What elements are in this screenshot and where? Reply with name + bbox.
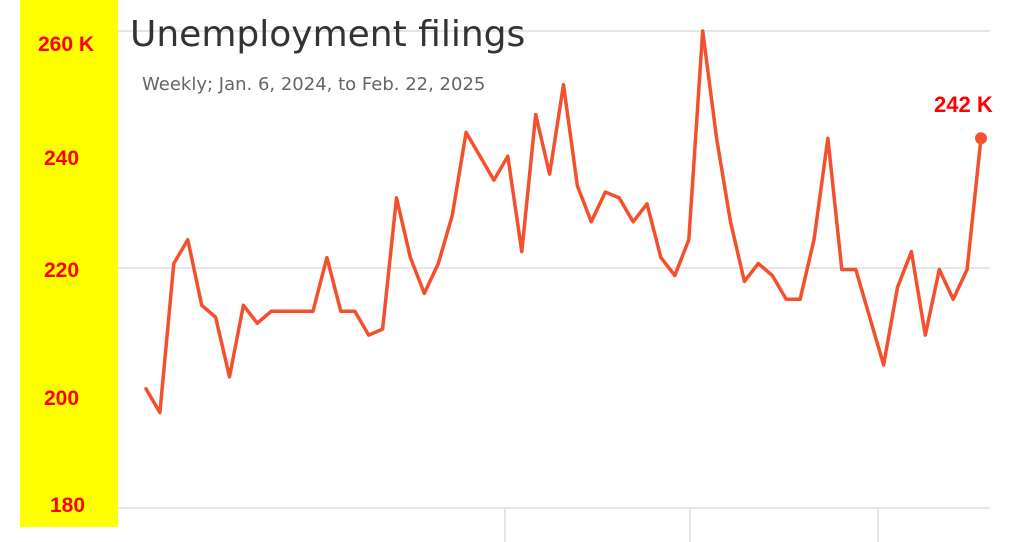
data-point-7 [241, 303, 245, 307]
data-point-42 [729, 220, 732, 224]
data-point-45 [770, 274, 774, 277]
data-point-44 [756, 262, 760, 265]
data-point-35 [631, 220, 635, 224]
data-point-9 [269, 309, 273, 313]
end-point-marker [975, 132, 987, 145]
data-point-36 [645, 202, 649, 206]
data-point-48 [812, 238, 816, 242]
data-point-39 [687, 238, 691, 242]
data-point-40 [701, 29, 705, 33]
data-point-37 [659, 256, 663, 260]
data-point-54 [896, 285, 899, 289]
data-point-51 [854, 268, 858, 271]
data-point-32 [589, 220, 593, 224]
data-point-50 [840, 268, 844, 271]
y-tick-label-260: 260 K [38, 33, 94, 56]
data-point-27 [520, 250, 524, 254]
chart-subtitle: Weekly; Jan. 6, 2024, to Feb. 22, 2025 [142, 74, 485, 95]
data-point-52 [868, 315, 872, 319]
data-point-4 [200, 303, 204, 307]
data-point-43 [742, 279, 746, 283]
data-point-49 [826, 136, 830, 140]
data-point-11 [297, 309, 301, 313]
data-point-53 [882, 363, 886, 367]
y-tick-label-180: 180 [50, 494, 85, 517]
data-point-3 [186, 238, 190, 242]
y-tick-label-220: 220 [44, 259, 79, 282]
data-point-57 [937, 268, 941, 271]
data-point-59 [965, 268, 969, 271]
data-point-17 [381, 327, 385, 331]
data-point-58 [951, 297, 955, 301]
data-point-15 [353, 309, 357, 313]
data-point-6 [228, 375, 231, 379]
data-point-20 [422, 291, 426, 295]
y-axis-band [20, 0, 118, 527]
data-point-0 [144, 387, 148, 391]
data-point-23 [464, 130, 468, 134]
data-point-14 [339, 309, 343, 313]
data-point-30 [562, 83, 565, 87]
data-point-24 [478, 154, 482, 158]
data-point-18 [395, 196, 398, 200]
data-point-41 [715, 136, 719, 140]
data-point-25 [492, 178, 496, 182]
data-point-1 [158, 411, 162, 415]
data-point-33 [603, 190, 607, 194]
data-point-46 [784, 297, 788, 301]
data-point-13 [325, 256, 329, 260]
data-point-10 [283, 309, 287, 313]
data-point-5 [214, 315, 218, 319]
data-point-21 [436, 262, 440, 265]
data-point-19 [408, 256, 412, 260]
data-point-28 [534, 113, 538, 116]
y-tick-label-200: 200 [44, 387, 79, 410]
data-point-16 [367, 333, 371, 337]
data-point-34 [617, 196, 621, 200]
data-point-55 [909, 250, 913, 254]
y-tick-label-240: 240 [44, 147, 79, 170]
data-point-29 [548, 172, 552, 176]
data-point-31 [575, 184, 579, 188]
data-point-2 [172, 262, 176, 265]
data-point-47 [798, 297, 802, 301]
data-point-22 [450, 214, 454, 218]
data-point-12 [311, 309, 315, 313]
data-point-56 [923, 333, 927, 337]
data-point-26 [506, 154, 510, 158]
end-value-label: 242 K [934, 92, 993, 117]
chart-title: Unemployment filings [130, 14, 525, 55]
data-point-38 [673, 274, 677, 277]
data-point-8 [255, 321, 259, 325]
series-points [144, 29, 983, 415]
